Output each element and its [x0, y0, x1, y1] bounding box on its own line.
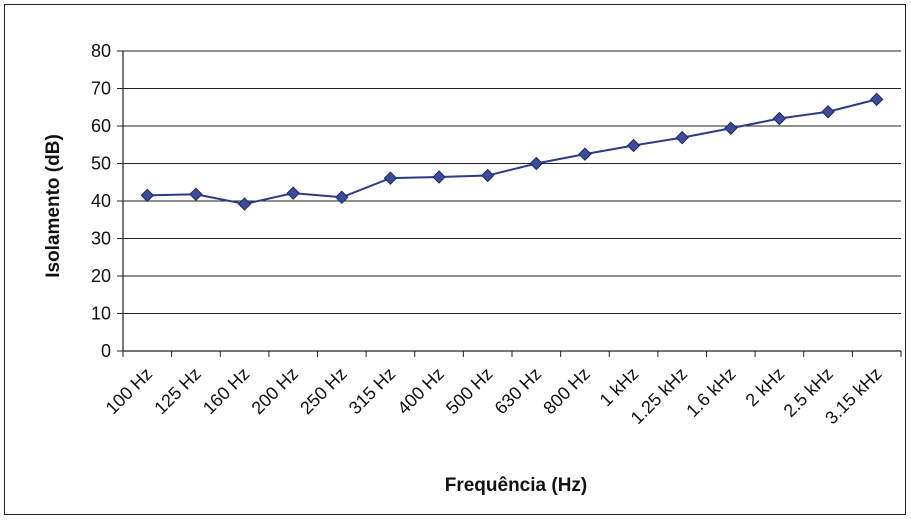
data-point-marker: [335, 190, 349, 204]
x-axis-title: Frequência (Hz): [445, 475, 588, 496]
x-tick-label: 315 Hz: [345, 364, 399, 418]
series-line: [147, 98, 877, 206]
x-tick-label: 1.6 kHz: [682, 364, 739, 421]
data-point-marker: [626, 138, 641, 153]
data-point-marker: [578, 147, 592, 161]
grid-lines: [123, 50, 901, 314]
data-point-marker: [772, 111, 787, 126]
x-tick-label: 250 Hz: [296, 364, 350, 418]
y-tick-label: 30: [91, 229, 111, 249]
data-point-marker: [869, 92, 884, 107]
y-tick-label: 0: [101, 341, 111, 361]
data-point-marker: [140, 188, 155, 203]
data-point-marker: [286, 186, 300, 200]
x-tick-label: 630 Hz: [491, 364, 545, 418]
chart-frame: 0 10 20 30 40 50 60 70 80 100 Hz 125 Hz 160 Hz 200 …: [4, 4, 906, 515]
x-tick-label: 2 kHz: [742, 364, 789, 411]
y-axis-title: Isolamento (dB): [43, 134, 64, 278]
y-tick-label: 50: [91, 154, 111, 174]
x-tick-label: 125 Hz: [150, 364, 204, 418]
data-point-marker: [383, 171, 398, 185]
x-tick-label: 800 Hz: [539, 364, 593, 418]
data-point-marker: [480, 168, 495, 183]
x-tick-label: 400 Hz: [393, 364, 447, 418]
data-point-marker: [675, 130, 689, 145]
y-tick-label: 10: [91, 304, 111, 324]
data-point-marker: [432, 170, 446, 184]
x-tick-label: 100 Hz: [102, 364, 156, 418]
data-point-marker: [821, 105, 835, 119]
data-point-marker: [724, 121, 738, 135]
series-layer: [140, 92, 884, 211]
x-tick-label: 200 Hz: [248, 364, 302, 418]
y-tick-label: 60: [91, 116, 111, 136]
y-tick-label: 70: [91, 79, 111, 99]
data-point-marker: [237, 197, 252, 211]
x-tick-label: 160 Hz: [199, 364, 253, 418]
data-point-marker: [529, 156, 544, 171]
y-tick-label: 80: [91, 41, 111, 61]
data-point-marker: [189, 187, 203, 201]
axes: [117, 50, 902, 357]
y-tick-label: 20: [91, 266, 111, 286]
x-tick-label: 1 kHz: [596, 364, 643, 411]
y-tick-label: 40: [91, 191, 111, 211]
x-tick-label: 500 Hz: [442, 364, 496, 418]
y-tick-labels: 0 10 20 30 40 50 60 70 80: [91, 41, 111, 361]
